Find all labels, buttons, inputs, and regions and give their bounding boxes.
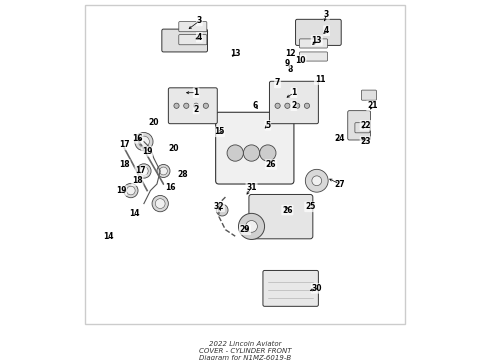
Text: 11: 11 [315,75,325,84]
Circle shape [312,176,321,186]
Text: 7: 7 [275,78,280,87]
Text: 15: 15 [214,127,224,136]
Circle shape [304,103,310,108]
FancyBboxPatch shape [169,88,217,124]
Text: 10: 10 [295,55,306,64]
Circle shape [138,136,149,147]
Text: 16: 16 [165,183,175,192]
Circle shape [137,164,151,178]
FancyBboxPatch shape [348,111,370,140]
Circle shape [126,186,135,195]
Text: 6: 6 [252,101,257,110]
Circle shape [239,213,265,239]
Text: 18: 18 [132,176,143,185]
FancyBboxPatch shape [179,22,207,32]
FancyBboxPatch shape [216,112,294,184]
Text: 26: 26 [282,206,293,215]
Circle shape [152,195,169,212]
FancyBboxPatch shape [295,19,341,45]
Text: 17: 17 [119,140,130,149]
Text: 29: 29 [240,225,250,234]
Circle shape [155,199,165,208]
Circle shape [184,103,189,108]
Text: 20: 20 [168,144,178,153]
Text: 19: 19 [142,147,152,156]
Circle shape [123,183,138,198]
Text: 4: 4 [324,26,329,35]
Text: 2: 2 [291,101,296,110]
FancyBboxPatch shape [299,52,327,61]
Circle shape [160,167,168,175]
Text: 1: 1 [194,88,199,97]
Circle shape [305,169,328,192]
Text: 9: 9 [285,59,290,68]
Circle shape [275,103,280,108]
Circle shape [216,204,228,216]
Text: 4: 4 [196,33,202,42]
Text: 8: 8 [288,66,294,75]
FancyBboxPatch shape [249,194,313,239]
Circle shape [203,103,208,108]
Text: 14: 14 [103,232,113,241]
Circle shape [157,165,170,177]
Text: 13: 13 [230,49,241,58]
FancyBboxPatch shape [355,123,370,133]
Text: 3: 3 [324,10,329,19]
Text: 14: 14 [129,209,139,218]
FancyBboxPatch shape [162,29,207,52]
FancyBboxPatch shape [263,270,318,306]
Text: 24: 24 [334,134,345,143]
Text: 25: 25 [305,202,316,211]
Text: 26: 26 [266,160,276,169]
Circle shape [294,103,300,108]
Circle shape [245,221,257,232]
Text: 18: 18 [119,160,130,169]
Text: 12: 12 [285,49,296,58]
Text: 21: 21 [367,101,377,110]
Text: 23: 23 [361,137,371,146]
Text: 2: 2 [194,104,199,113]
Text: 2022 Lincoln Aviator
COVER - CYLINDER FRONT
Diagram for N1MZ-6019-B: 2022 Lincoln Aviator COVER - CYLINDER FR… [199,341,291,360]
Text: 3: 3 [196,17,202,26]
FancyBboxPatch shape [362,90,376,100]
Text: 1: 1 [291,88,296,97]
Circle shape [135,132,153,151]
Text: 31: 31 [246,183,257,192]
Circle shape [174,103,179,108]
Text: 27: 27 [334,180,345,189]
FancyBboxPatch shape [299,39,327,48]
Circle shape [244,145,260,161]
Text: 5: 5 [265,121,270,130]
Circle shape [227,145,244,161]
FancyBboxPatch shape [270,81,318,124]
FancyBboxPatch shape [179,35,207,45]
Text: 30: 30 [312,284,322,293]
Circle shape [352,112,367,126]
Text: 16: 16 [132,134,143,143]
Text: 22: 22 [361,121,371,130]
Text: 19: 19 [116,186,126,195]
Text: 17: 17 [135,166,146,175]
Circle shape [140,167,148,175]
Circle shape [194,103,198,108]
Text: 13: 13 [312,36,322,45]
Circle shape [285,103,290,108]
Text: 20: 20 [148,118,159,127]
Text: 28: 28 [178,170,188,179]
Circle shape [260,145,276,161]
Text: 32: 32 [214,202,224,211]
